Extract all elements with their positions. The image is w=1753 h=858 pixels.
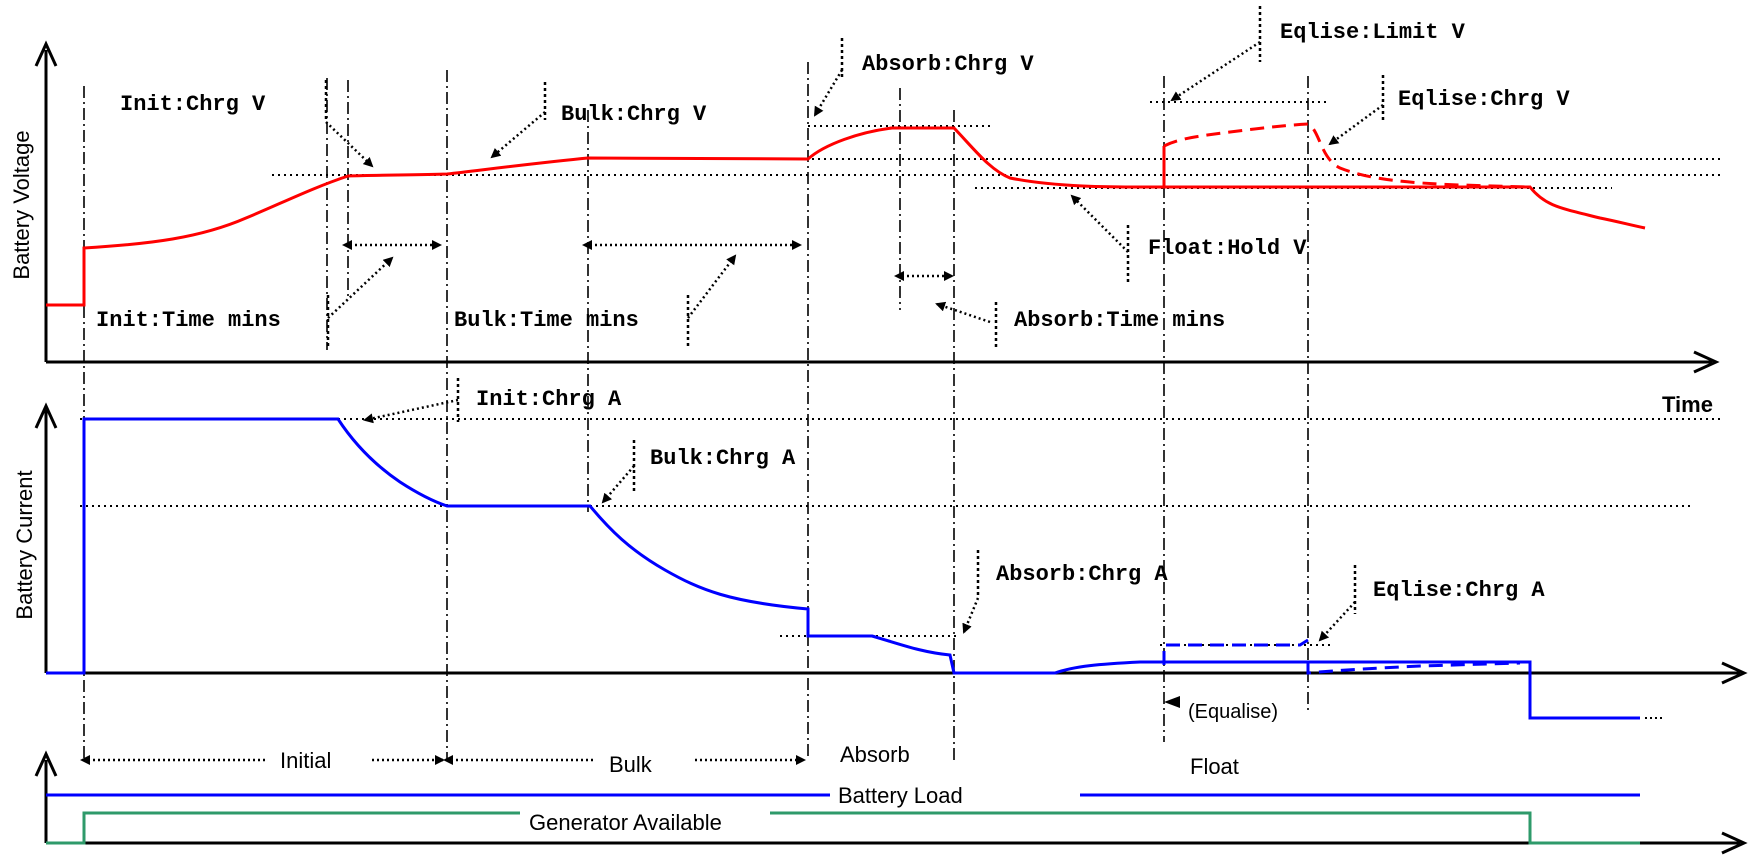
voltage-axis-label: Battery Voltage <box>9 130 34 279</box>
battery-load-label: Battery Load <box>838 783 963 808</box>
stage-initial-label: Initial <box>280 748 331 773</box>
current-reference-lines <box>80 418 1720 646</box>
bulk-chrg-a-label: Bulk:Chrg A <box>650 446 796 471</box>
stage-boundary-lines <box>83 62 1309 760</box>
eqlise-limit-v-label: Eqlise:Limit V <box>1280 20 1466 45</box>
voltage-axes <box>34 40 1720 374</box>
battery-current-trace <box>46 417 1665 720</box>
bulk-time-mins-label: Bulk:Time mins <box>454 308 639 333</box>
eqlise-chrg-v-label: Eqlise:Chrg V <box>1398 87 1570 112</box>
float-hold-v-label: Float:Hold V <box>1148 236 1307 261</box>
generator-available-label: Generator Available <box>529 810 722 835</box>
bulk-chrg-v-label: Bulk:Chrg V <box>561 102 707 127</box>
equalise-note: (Equalise) <box>1188 701 1278 723</box>
absorb-chrg-v-label: Absorb:Chrg V <box>862 52 1034 77</box>
init-chrg-a-label: Init:Chrg A <box>476 387 622 412</box>
battery-voltage-trace <box>46 122 1646 307</box>
absorb-chrg-a-label: Absorb:Chrg A <box>996 562 1168 587</box>
voltage-reference-lines <box>272 101 1720 189</box>
status-axes <box>34 750 1748 855</box>
stage-float-label: Float <box>1190 754 1239 779</box>
init-chrg-v-label: Init:Chrg V <box>120 92 266 117</box>
annotation-leaders <box>80 6 1385 765</box>
time-axis-label: Time <box>1662 392 1713 417</box>
current-axes <box>34 402 1748 685</box>
stage-bulk-label: Bulk <box>609 752 653 777</box>
absorb-time-mins-label: Absorb:Time mins <box>1014 308 1225 333</box>
stage-absorb-label: Absorb <box>840 742 910 767</box>
current-axis-label: Battery Current <box>12 470 37 619</box>
generator-available-line <box>46 811 1640 845</box>
eqlise-chrg-a-label: Eqlise:Chrg A <box>1373 578 1545 603</box>
init-time-mins-label: Init:Time mins <box>96 308 281 333</box>
